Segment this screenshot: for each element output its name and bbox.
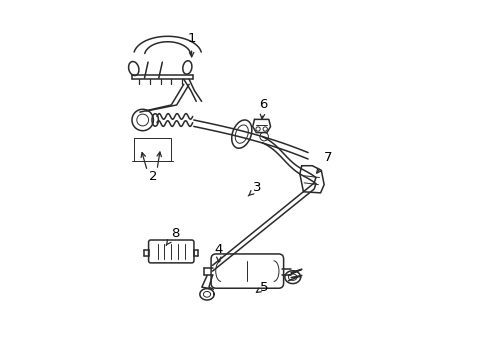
- Text: 6: 6: [259, 98, 267, 119]
- Text: 8: 8: [166, 227, 179, 245]
- Text: 1: 1: [187, 32, 196, 57]
- Text: 2: 2: [149, 170, 157, 183]
- Text: 5: 5: [256, 281, 268, 294]
- Text: 4: 4: [214, 243, 223, 262]
- Text: 3: 3: [248, 181, 261, 196]
- Text: 7: 7: [316, 151, 332, 173]
